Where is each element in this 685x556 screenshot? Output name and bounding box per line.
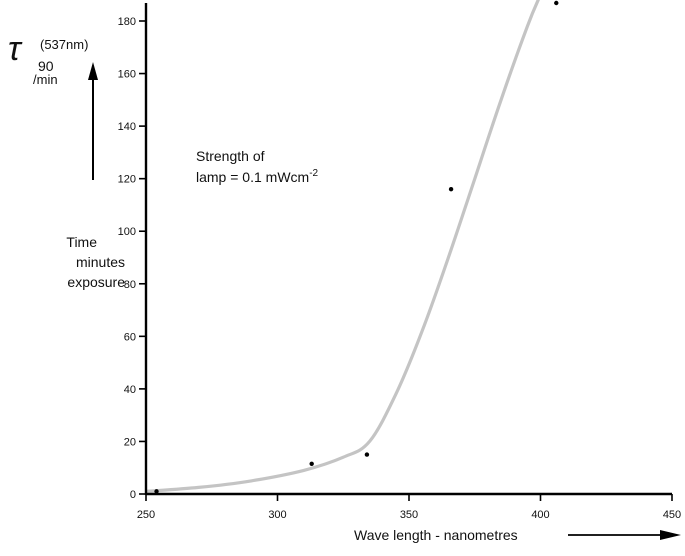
annotation-line-2-text: lamp = 0.1 mWcm (196, 169, 309, 185)
y-axis-ticks: 0 20 40 60 80 100 120 140 160 180 (118, 16, 146, 501)
y-tick-label: 0 (130, 489, 136, 501)
y-tick-label: 180 (118, 16, 136, 28)
data-points (154, 0, 559, 494)
x-axis-ticks: 250 300 350 400 450 (137, 494, 681, 521)
y-axis-label-line-3: exposure (67, 274, 125, 290)
y-tick-label: 160 (118, 69, 136, 81)
x-arrow-head-icon (660, 530, 681, 540)
y-tick-label: 80 (124, 279, 136, 291)
x-tick-label: 450 (663, 509, 681, 521)
annotation-superscript: -2 (309, 168, 318, 179)
x-tick-label: 350 (400, 509, 418, 521)
data-point (154, 489, 159, 494)
x-tick-label: 300 (268, 509, 286, 521)
y-symbol-tau: τ (8, 30, 23, 68)
y-tick-label: 20 (124, 436, 136, 448)
x-tick-label: 400 (531, 509, 549, 521)
y-axis-label-line-2: minutes (76, 254, 125, 270)
y-tick-label: 100 (118, 226, 136, 238)
y-symbol-unit: /min (33, 72, 58, 87)
data-point (554, 0, 559, 6)
annotation-line-1: Strength of (196, 148, 265, 164)
x-axis-label: Wave length - nanometres (354, 527, 518, 543)
x-tick-label: 250 (137, 509, 155, 521)
y-symbol-subscript: 90 (38, 58, 54, 74)
data-point (448, 186, 454, 192)
data-point (309, 461, 314, 466)
annotation-line-2: lamp = 0.1 mWcm-2 (196, 168, 319, 185)
y-tick-label: 120 (118, 174, 136, 186)
y-tick-label: 60 (124, 331, 136, 343)
data-point (364, 452, 370, 457)
y-symbol-superscript: (537nm) (40, 37, 88, 52)
y-arrow-head-icon (88, 62, 98, 80)
y-axis-label-line-1: Time (66, 234, 97, 250)
y-tick-label: 140 (118, 121, 136, 133)
y-tick-label: 40 (124, 384, 136, 396)
fit-curve (146, 0, 540, 493)
